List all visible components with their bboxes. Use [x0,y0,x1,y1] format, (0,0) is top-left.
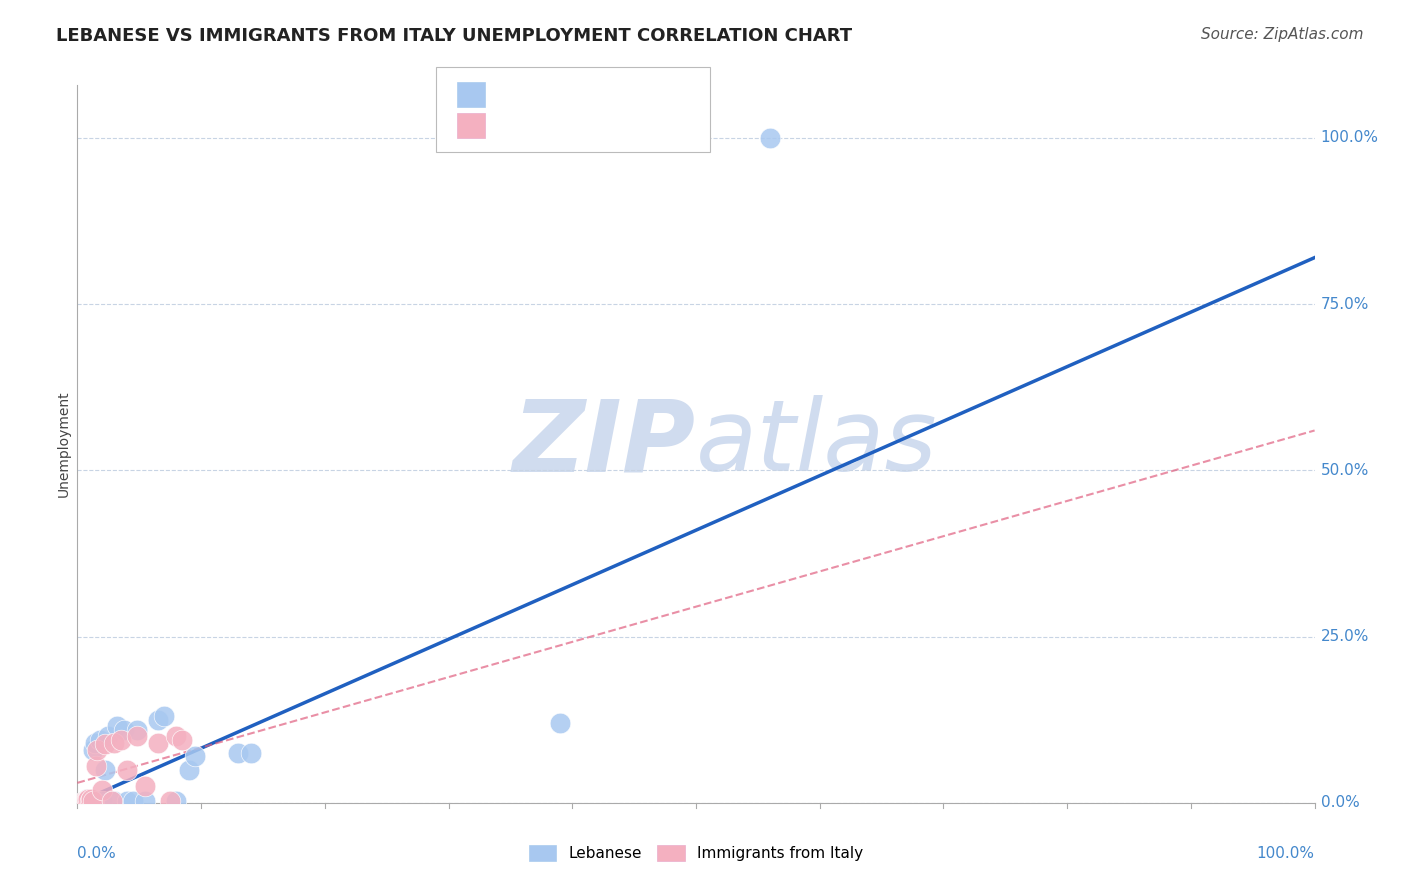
Text: 33: 33 [610,87,631,102]
Point [548,716,571,731]
Point [146,713,169,727]
Point [239,746,262,760]
Point [73,794,96,808]
Text: Source: ZipAtlas.com: Source: ZipAtlas.com [1201,27,1364,42]
Point [759,131,782,145]
Point [93,763,115,777]
Point [76,793,98,807]
Point [79,793,101,807]
Point [75,794,97,808]
Point [77,794,100,808]
Text: 0.0%: 0.0% [77,846,117,861]
Point [112,723,135,737]
Point [226,746,249,760]
Text: LEBANESE VS IMMIGRANTS FROM ITALY UNEMPLOYMENT CORRELATION CHART: LEBANESE VS IMMIGRANTS FROM ITALY UNEMPL… [56,27,852,45]
Text: 50.0%: 50.0% [1320,463,1369,478]
Point [73,795,96,809]
Point [84,794,107,808]
Text: N =: N = [578,87,612,102]
Point [97,729,120,743]
Point [84,759,107,773]
Point [105,719,128,733]
Point [75,794,97,808]
Point [125,723,148,737]
Text: 100.0%: 100.0% [1257,846,1315,861]
Point [83,736,105,750]
Point [172,732,194,747]
Point [82,794,104,808]
Text: ZIP: ZIP [513,395,696,492]
Text: 0.761: 0.761 [526,87,574,102]
Point [177,763,200,777]
Point [72,795,94,809]
Text: 0.0%: 0.0% [1320,796,1360,810]
Point [77,792,100,806]
Point [82,742,104,756]
Point [159,794,181,808]
Text: 22: 22 [610,119,631,134]
Point [165,729,187,743]
Point [91,794,114,808]
Text: atlas: atlas [696,395,938,492]
Text: 75.0%: 75.0% [1320,297,1369,311]
Point [110,732,132,747]
Point [153,709,176,723]
Point [103,736,125,750]
Point [103,794,125,808]
Legend: Lebanese, Immigrants from Italy: Lebanese, Immigrants from Italy [523,838,869,867]
Point [80,792,103,806]
Text: R =: R = [495,119,529,134]
Point [165,794,187,808]
Point [79,794,101,808]
Point [89,732,111,747]
Point [72,795,94,809]
Point [91,782,114,797]
Text: N =: N = [578,119,612,134]
Point [76,792,98,806]
Text: 0.427: 0.427 [526,119,574,134]
Point [82,794,104,808]
Point [134,794,156,808]
Point [115,794,138,808]
Point [93,737,115,751]
Point [76,795,98,809]
Point [77,792,100,806]
Point [122,794,145,808]
Point [125,729,148,743]
Point [184,749,207,764]
Point [115,763,138,777]
Point [101,794,124,808]
Text: R =: R = [495,87,529,102]
Point [86,742,108,756]
Point [134,779,156,793]
Text: 25.0%: 25.0% [1320,629,1369,644]
Y-axis label: Unemployment: Unemployment [56,391,70,497]
Point [75,793,97,807]
Text: 100.0%: 100.0% [1320,130,1379,145]
Point [146,736,169,750]
